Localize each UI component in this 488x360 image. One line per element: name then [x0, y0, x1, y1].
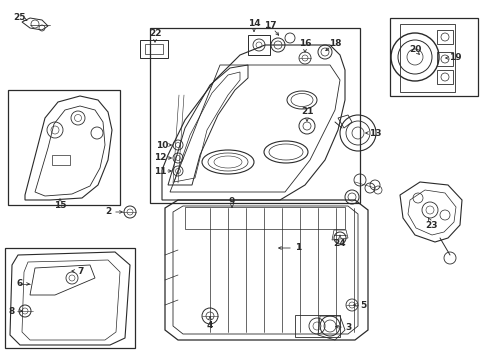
Text: 7: 7 [78, 266, 84, 275]
Bar [52, 155, 70, 165]
Text: 24: 24 [333, 238, 346, 248]
Text: 22: 22 [148, 28, 161, 37]
Text: 1: 1 [294, 243, 301, 252]
Text: 21: 21 [300, 108, 313, 117]
Bar [389, 18, 477, 96]
Text: 2: 2 [104, 207, 111, 216]
Text: 18: 18 [328, 39, 341, 48]
Text: 11: 11 [153, 166, 166, 175]
Text: 16: 16 [298, 39, 311, 48]
Text: 20: 20 [408, 45, 420, 54]
Bar [399, 24, 454, 92]
Bar [247, 35, 269, 55]
Text: 5: 5 [359, 301, 366, 310]
Bar [8, 90, 120, 205]
Text: 8: 8 [9, 306, 15, 315]
Bar [150, 28, 359, 203]
Bar [294, 315, 339, 337]
Text: 10: 10 [156, 140, 168, 149]
Text: 14: 14 [247, 18, 260, 27]
Text: 12: 12 [153, 153, 166, 162]
Text: 23: 23 [425, 220, 437, 230]
Bar [184, 207, 345, 229]
Text: 25: 25 [14, 13, 26, 22]
Text: 17: 17 [263, 21, 276, 30]
Text: 6: 6 [17, 279, 23, 288]
Bar [145, 44, 163, 54]
Text: 3: 3 [345, 324, 351, 333]
Text: 15: 15 [54, 201, 66, 210]
Bar [436, 30, 452, 44]
Text: 4: 4 [206, 320, 213, 329]
Text: 19: 19 [448, 54, 460, 63]
Bar [436, 70, 452, 84]
Text: 13: 13 [368, 129, 381, 138]
Bar [436, 52, 452, 66]
Bar [5, 248, 135, 348]
Bar [140, 40, 168, 58]
Text: 9: 9 [228, 198, 235, 207]
